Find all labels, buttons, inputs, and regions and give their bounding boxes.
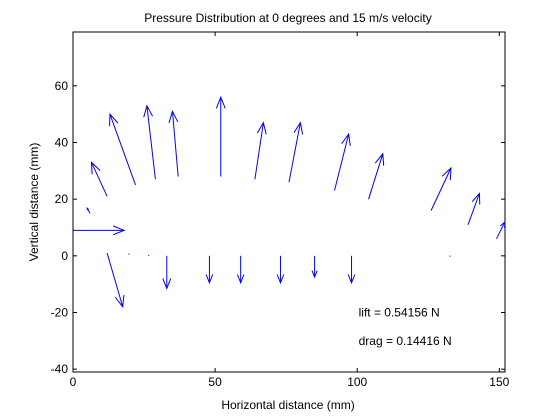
y-tick-label: -20	[51, 306, 69, 320]
arrow-head	[471, 192, 481, 205]
arrow-shaft	[449, 255, 451, 257]
arrow	[449, 255, 451, 257]
arrow	[90, 161, 108, 197]
arrow-head	[256, 121, 267, 135]
arrow	[368, 152, 385, 200]
arrow-shaft	[109, 113, 136, 186]
y-axis-label: Vertical distance (mm)	[27, 143, 41, 262]
arrow-shaft	[171, 111, 179, 177]
arrow	[347, 255, 356, 285]
arrow	[109, 112, 136, 186]
y-tick-label: 60	[55, 79, 69, 93]
y-tick-label: 40	[55, 136, 69, 150]
arrow-head	[236, 274, 245, 285]
x-tick-label: 150	[489, 375, 509, 389]
x-tick-label: 0	[70, 375, 77, 389]
arrow-head	[114, 294, 125, 309]
arrow-shaft	[128, 253, 130, 255]
arrow	[86, 207, 91, 214]
arrow-shaft	[146, 105, 156, 180]
arrow	[162, 255, 172, 290]
arrow-head	[341, 132, 351, 146]
axis-ticks: 0 50 100 150 -40 -20 0 20 40 60	[51, 32, 510, 389]
arrow	[496, 220, 506, 240]
arrow	[168, 109, 179, 177]
arrow-head	[112, 225, 126, 236]
arrow-shaft	[288, 122, 301, 183]
arrow-head	[168, 109, 179, 123]
arrow-head	[499, 220, 506, 229]
arrow	[73, 225, 126, 236]
x-tick-label: 50	[208, 375, 222, 389]
annotation-label: lift = 0.54156 N	[359, 306, 440, 320]
arrow-field	[73, 95, 506, 309]
arrow	[236, 255, 245, 285]
arrow-shaft	[106, 252, 124, 307]
arrow-head	[205, 274, 214, 285]
arrow-shaft	[254, 122, 264, 180]
arrow-shaft	[333, 133, 350, 191]
arrow-head	[215, 95, 226, 109]
arrow-head	[293, 121, 304, 135]
arrow	[128, 253, 130, 255]
arrow-shaft	[148, 254, 150, 257]
annotations: lift = 0.54156 N drag = 0.14416 N	[359, 306, 452, 348]
arrow-head	[374, 152, 385, 166]
arrow-head	[90, 161, 101, 175]
annotation-label: drag = 0.14416 N	[359, 334, 452, 348]
arrow-shaft	[467, 193, 480, 225]
plot-area	[72, 31, 506, 373]
arrow	[288, 121, 304, 183]
arrow-shaft	[496, 221, 506, 240]
arrow-head	[109, 112, 119, 127]
x-tick-label: 100	[347, 375, 367, 389]
arrow-head	[276, 274, 285, 285]
arrow	[205, 255, 214, 285]
chart-title: Pressure Distribution at 0 degrees and 1…	[144, 11, 431, 25]
arrow-head	[86, 207, 90, 211]
arrow	[148, 254, 150, 257]
arrow	[254, 121, 267, 180]
arrow-head	[347, 274, 356, 285]
arrow	[143, 104, 156, 180]
arrow	[276, 255, 285, 285]
arrow-head	[162, 278, 172, 290]
arrow	[430, 166, 452, 211]
y-tick-label: -40	[51, 362, 69, 376]
arrow	[333, 132, 351, 191]
arrow-shaft	[368, 153, 384, 200]
arrow	[467, 192, 481, 225]
arrow	[106, 252, 125, 309]
arrow	[311, 255, 318, 279]
arrow	[215, 95, 226, 177]
y-tick-label: 0	[61, 249, 68, 263]
arrow-head	[143, 104, 154, 118]
arrow-head	[311, 270, 318, 279]
arrow-shaft	[430, 167, 452, 211]
y-tick-label: 20	[55, 192, 69, 206]
x-axis-label: Horizontal distance (mm)	[221, 398, 354, 412]
arrow-head	[441, 166, 452, 181]
arrow-shaft	[91, 162, 108, 197]
